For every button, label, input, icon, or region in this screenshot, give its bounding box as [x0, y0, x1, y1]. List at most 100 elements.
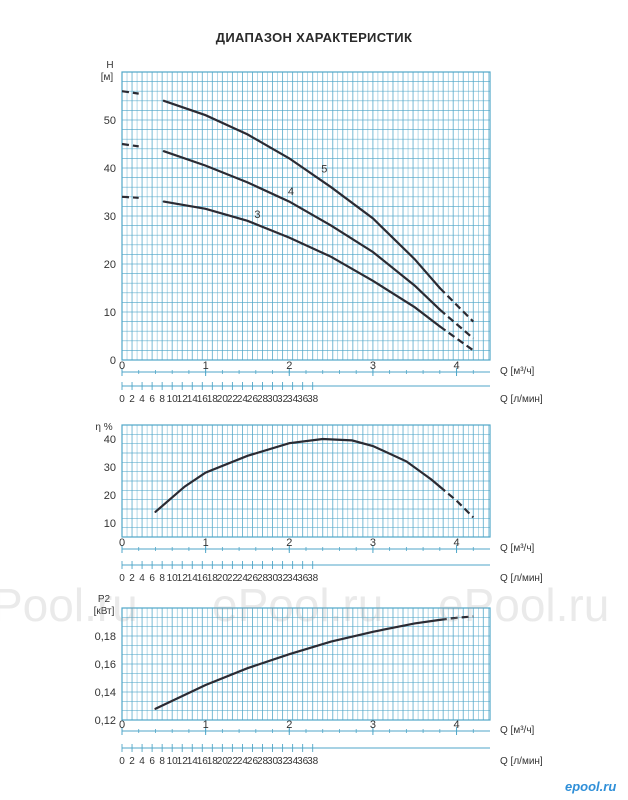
x2-tick-label: 4 [139, 573, 145, 584]
x-axis-label: Q [м³/ч] [500, 725, 535, 736]
x2-tick-label: 20 [217, 573, 229, 584]
y-tick-label: 20 [104, 490, 116, 502]
x2-axis-label: Q [л/мин] [500, 756, 543, 767]
y-tick-label: 0,18 [95, 631, 116, 643]
watermark-right: ePool.ru [438, 579, 610, 631]
y-tick-label: 0,12 [95, 715, 116, 727]
x2-tick-label: 20 [217, 756, 229, 767]
plot-frame [121, 424, 491, 538]
x2-tick-label: 0 [119, 756, 125, 767]
x-tick-label: 0 [119, 537, 125, 549]
y-tick-label: 0,14 [95, 687, 116, 699]
x2-tick-label: 38 [307, 394, 319, 405]
x-axis-label: Q [м³/ч] [500, 366, 535, 377]
x2-tick-label: 4 [139, 756, 145, 767]
x2-tick-label: 24 [237, 573, 249, 584]
x2-tick-label: 16 [197, 756, 209, 767]
x2-tick-label: 26 [247, 394, 259, 405]
x2-tick-label: 30 [267, 573, 279, 584]
x2-tick-label: 32 [277, 573, 289, 584]
y-tick-label: 40 [104, 163, 116, 175]
plot-frame [121, 71, 491, 361]
x2-tick-label: 12 [177, 573, 189, 584]
x2-tick-label: 14 [187, 394, 199, 405]
x2-tick-label: 18 [207, 573, 219, 584]
curve-dashed-end [439, 615, 474, 621]
x2-tick-label: 18 [207, 394, 219, 405]
x-tick-label: 0 [119, 360, 125, 372]
curve-label: 4 [288, 186, 294, 198]
x2-tick-label: 6 [149, 756, 155, 767]
x2-tick-label: 36 [297, 573, 309, 584]
y-axis-label: P2 [98, 594, 111, 605]
x2-tick-label: 18 [207, 756, 219, 767]
x2-tick-label: 0 [119, 394, 125, 405]
curve-dashed-end [439, 325, 474, 352]
x2-tick-label: 32 [277, 756, 289, 767]
x-tick-label: 4 [453, 360, 459, 372]
x2-tick-label: 26 [247, 756, 259, 767]
y-tick-label: 0 [110, 355, 116, 367]
x-tick-label: 1 [203, 537, 209, 549]
x2-tick-label: 38 [307, 756, 319, 767]
x-tick-label: 1 [203, 719, 209, 731]
y-axis-unit: [м] [101, 72, 114, 83]
watermark-mid: ePool.ru [212, 579, 384, 631]
y-tick-label: 20 [104, 259, 116, 271]
x2-tick-label: 22 [227, 394, 239, 405]
x2-tick-label: 8 [159, 573, 165, 584]
curve-4 [162, 150, 441, 311]
y-tick-label: 10 [104, 307, 116, 319]
x-tick-label: 2 [286, 719, 292, 731]
curve-label: 5 [321, 164, 327, 176]
x2-tick-label: 34 [287, 394, 299, 405]
x2-tick-label: 20 [217, 394, 229, 405]
x2-tick-label: 8 [159, 756, 165, 767]
x2-tick-label: 30 [267, 394, 279, 405]
x-axis-label: Q [м³/ч] [500, 543, 535, 554]
curve-dashed-start [121, 90, 139, 95]
x2-tick-label: 16 [197, 573, 209, 584]
x2-axis-label: Q [л/мин] [500, 394, 543, 405]
site-logo: epool.ru [565, 779, 617, 794]
x2-tick-label: 24 [237, 394, 249, 405]
plot-frame [121, 607, 491, 721]
page-title: ДИАПАЗОН ХАРАКТЕРИСТИК [215, 30, 413, 45]
y-tick-label: 30 [104, 211, 116, 223]
x-tick-label: 3 [370, 719, 376, 731]
x2-tick-label: 10 [167, 573, 179, 584]
curve-5 [162, 99, 441, 290]
x2-tick-label: 22 [227, 756, 239, 767]
x2-tick-label: 32 [277, 394, 289, 405]
x2-tick-label: 28 [257, 573, 269, 584]
curve-label: 3 [254, 209, 260, 221]
x2-tick-label: 26 [247, 573, 259, 584]
y-tick-label: 50 [104, 115, 116, 127]
x-tick-label: 4 [453, 537, 459, 549]
y-axis-label: H [106, 60, 113, 71]
x2-tick-label: 36 [297, 394, 309, 405]
x2-tick-label: 2 [129, 573, 135, 584]
curve-3 [162, 200, 441, 328]
curve-main [154, 437, 441, 513]
x-tick-label: 1 [203, 360, 209, 372]
x2-axis-label: Q [л/мин] [500, 573, 543, 584]
x-tick-label: 3 [370, 537, 376, 549]
x2-tick-label: 14 [187, 573, 199, 584]
x2-tick-label: 10 [167, 756, 179, 767]
x-tick-label: 2 [286, 537, 292, 549]
x2-tick-label: 12 [177, 756, 189, 767]
y-axis-unit: [кВт] [94, 606, 115, 617]
x2-tick-label: 34 [287, 573, 299, 584]
x-tick-label: 0 [119, 719, 125, 731]
y-tick-label: 10 [104, 518, 116, 530]
x2-tick-label: 16 [197, 394, 209, 405]
y-tick-label: 0,16 [95, 659, 116, 671]
x2-tick-label: 30 [267, 756, 279, 767]
curve-main [154, 618, 441, 710]
x2-tick-label: 28 [257, 756, 269, 767]
x2-tick-label: 6 [149, 573, 155, 584]
curve-dashed-end [439, 287, 475, 323]
y-tick-label: 30 [104, 462, 116, 474]
